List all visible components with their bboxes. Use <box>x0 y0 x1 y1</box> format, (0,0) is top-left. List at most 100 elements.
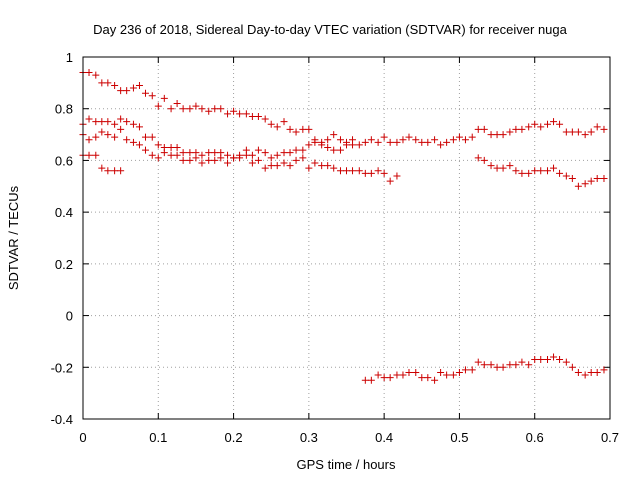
data-point <box>154 141 162 149</box>
data-point <box>111 167 119 175</box>
data-point <box>474 125 482 133</box>
data-point <box>129 120 137 128</box>
data-point <box>600 125 608 133</box>
data-point <box>581 180 589 188</box>
x-axis-label: GPS time / hours <box>297 457 396 472</box>
data-point <box>117 87 125 95</box>
data-point <box>393 371 401 379</box>
data-point <box>593 175 601 183</box>
data-point <box>173 151 181 159</box>
y-tick-label: 0.8 <box>55 102 73 117</box>
data-point <box>154 102 162 110</box>
data-point <box>574 182 582 190</box>
x-tick-label: 0.7 <box>601 430 619 445</box>
data-point <box>537 167 545 175</box>
data-point <box>305 141 313 149</box>
data-point <box>267 120 275 128</box>
data-point <box>600 366 608 374</box>
data-point <box>224 159 232 167</box>
data-point <box>217 105 225 113</box>
data-point <box>292 128 300 136</box>
data-point <box>336 136 344 144</box>
data-point <box>186 156 194 164</box>
series-3 <box>79 125 332 172</box>
data-point <box>480 125 488 133</box>
data-point <box>311 159 319 167</box>
data-point <box>443 138 451 146</box>
data-point <box>386 177 394 185</box>
data-point <box>562 128 570 136</box>
data-point <box>487 361 495 369</box>
data-point <box>367 169 375 177</box>
data-point <box>324 136 332 144</box>
data-point <box>135 123 143 131</box>
data-point <box>418 374 426 382</box>
data-point <box>518 125 526 133</box>
data-point <box>374 138 382 146</box>
data-point <box>111 81 119 89</box>
axis-ticks: 0 0.1 0.2 0.3 0.4 0.5 0.6 0.7 -0.4 -0.2 0 0.2 0.4 0.6… <box>51 50 619 445</box>
data-point <box>418 138 426 146</box>
data-point <box>111 120 119 128</box>
data-point <box>198 105 206 113</box>
data-point <box>518 169 526 177</box>
data-point <box>380 169 388 177</box>
data-point <box>349 167 357 175</box>
data-point <box>248 159 256 167</box>
data-point <box>280 159 288 167</box>
data-point <box>85 115 93 123</box>
data-point <box>562 172 570 180</box>
data-point <box>474 358 482 366</box>
data-point <box>493 363 501 371</box>
data-point <box>141 146 149 154</box>
data-point <box>506 361 514 369</box>
data-point <box>248 151 256 159</box>
data-point <box>493 164 501 172</box>
y-tick-label: -0.4 <box>51 412 73 427</box>
data-point <box>550 118 558 126</box>
y-tick-label: 0 <box>66 309 73 324</box>
data-point <box>568 175 576 183</box>
data-point <box>205 107 213 115</box>
data-point <box>299 146 307 154</box>
data-point <box>186 105 194 113</box>
data-point <box>98 79 106 87</box>
data-point <box>286 149 294 157</box>
data-point <box>224 110 232 118</box>
data-point <box>336 167 344 175</box>
data-point <box>129 138 137 146</box>
data-point <box>104 131 112 139</box>
data-point <box>437 141 445 149</box>
data-point <box>487 131 495 139</box>
series-6 <box>361 353 608 384</box>
data-point <box>123 87 131 95</box>
data-point <box>544 120 552 128</box>
data-point <box>286 125 294 133</box>
x-tick-label: 0.2 <box>225 430 243 445</box>
data-point <box>230 107 238 115</box>
data-point <box>525 169 533 177</box>
grid <box>83 57 610 419</box>
data-point <box>254 146 262 154</box>
data-point <box>412 136 420 144</box>
data-point <box>600 175 608 183</box>
data-point <box>550 164 558 172</box>
y-tick-label: -0.2 <box>51 360 73 375</box>
data-point <box>474 154 482 162</box>
data-point <box>380 374 388 382</box>
data-point <box>512 167 520 175</box>
data-point <box>568 128 576 136</box>
y-tick-label: 0.4 <box>55 205 73 220</box>
data-point <box>587 368 595 376</box>
data-point <box>211 149 219 157</box>
data-point <box>318 141 326 149</box>
data-point <box>455 133 463 141</box>
data-point <box>104 167 112 175</box>
data-point <box>129 84 137 92</box>
data-point <box>85 136 93 144</box>
data-point <box>468 366 476 374</box>
data-point <box>104 79 112 87</box>
data-point <box>355 141 363 149</box>
data-point <box>92 118 100 126</box>
data-point <box>324 162 332 170</box>
